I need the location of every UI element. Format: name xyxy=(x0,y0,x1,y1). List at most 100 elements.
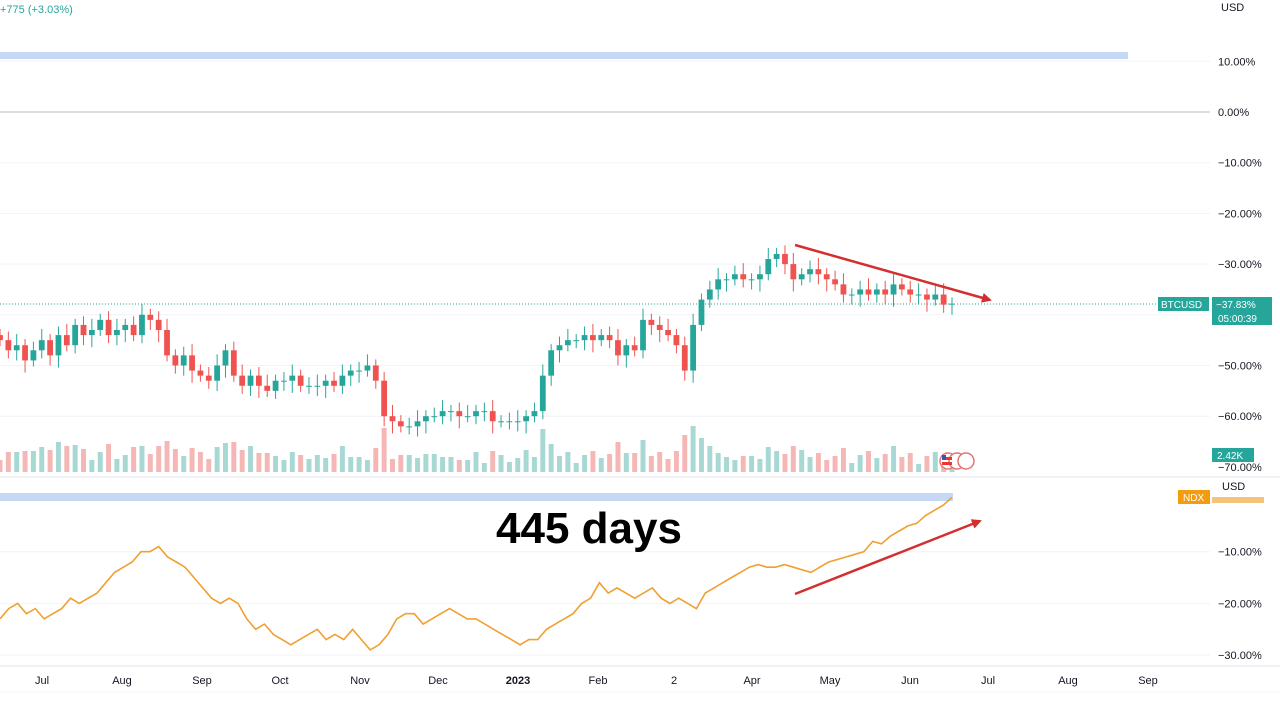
volume-bar xyxy=(197,452,203,472)
candle-body xyxy=(539,375,546,412)
x-tick-label: 2 xyxy=(671,675,677,687)
candle-body xyxy=(122,324,129,331)
volume-bar xyxy=(707,446,713,472)
candle-body xyxy=(314,385,321,387)
candle-body xyxy=(573,340,580,342)
candle-body xyxy=(757,274,763,280)
x-tick-label: May xyxy=(820,675,841,687)
volume-bar xyxy=(490,451,496,472)
candle-body xyxy=(782,253,788,265)
candle-body xyxy=(706,289,713,300)
price-change-text: +775 (+3.03%) xyxy=(0,4,73,16)
candle-body xyxy=(239,375,246,386)
volume-bar xyxy=(481,463,487,472)
volume-bar xyxy=(131,447,137,472)
volume-bar xyxy=(824,460,830,472)
volume-bar xyxy=(381,428,387,472)
events-flag-icon[interactable] xyxy=(939,452,975,470)
candle-body xyxy=(356,370,362,372)
x-tick-label: Oct xyxy=(271,675,288,687)
volume-bar xyxy=(281,460,287,472)
x-tick-label: Jul xyxy=(981,675,995,687)
candle-body xyxy=(306,385,312,387)
candle-body xyxy=(456,411,463,417)
volume-bar xyxy=(440,457,446,472)
volume-bar xyxy=(273,456,279,472)
candle-body xyxy=(581,335,588,341)
unit-label-bottom: USD xyxy=(1222,481,1245,493)
volume-bar xyxy=(882,454,888,472)
volume-bar xyxy=(106,444,112,472)
volume-bar xyxy=(523,450,529,472)
volume-bar xyxy=(122,455,128,472)
volume-bar xyxy=(64,446,70,472)
candle-body xyxy=(915,294,922,296)
volume-bar xyxy=(390,459,395,472)
candle-body xyxy=(97,319,104,331)
days-annotation: 445 days xyxy=(496,504,682,553)
candle-body xyxy=(364,365,371,371)
candle-body xyxy=(272,380,279,391)
candle-body xyxy=(840,284,847,295)
candle-body xyxy=(422,416,429,422)
volume-bar xyxy=(849,463,855,472)
candle-body xyxy=(848,294,855,296)
volume-bar xyxy=(298,455,304,472)
volume-bar xyxy=(548,444,554,472)
y-tick-label: −20.00% xyxy=(1218,598,1262,610)
volume-bar xyxy=(891,446,897,472)
y-tick-label: −20.00% xyxy=(1218,208,1262,220)
ndx-symbol-badge xyxy=(1178,490,1210,504)
volume-bar xyxy=(673,451,679,472)
x-tick-label: Aug xyxy=(1058,675,1078,687)
volume-bar xyxy=(72,445,78,472)
unit-label-top: USD xyxy=(1221,2,1244,14)
volume-badge xyxy=(1212,448,1254,462)
ndx-line xyxy=(0,496,953,651)
candle-body xyxy=(5,340,12,351)
volume-bar xyxy=(640,440,646,472)
candle-body xyxy=(130,324,137,336)
candle-body xyxy=(715,279,722,290)
candle-body xyxy=(514,421,521,423)
volume-bar xyxy=(314,455,320,472)
candle-body xyxy=(164,330,170,356)
volume-bar xyxy=(456,460,462,472)
candle-body xyxy=(615,340,621,356)
volume-bar xyxy=(97,452,103,472)
volume-bar xyxy=(724,457,730,472)
candle-body xyxy=(205,375,212,381)
x-tick-label: Apr xyxy=(743,675,760,687)
price-scale-bottom[interactable]: −10.00% −20.00% −30.00% xyxy=(1218,547,1262,662)
candle-body xyxy=(105,319,112,336)
volume-bar xyxy=(356,457,362,472)
candle-body xyxy=(598,335,605,341)
candle-body xyxy=(798,274,805,280)
volume-bar xyxy=(323,458,329,472)
volume-bar xyxy=(364,460,370,472)
y-tick-label: −10.00% xyxy=(1218,158,1262,170)
volume-bar xyxy=(573,463,579,472)
candle-body xyxy=(55,335,62,356)
time-axis[interactable]: Jul Aug Sep Oct Nov Dec 2023 Feb 2 Apr May Jun Jul Au… xyxy=(35,675,1158,687)
volume-bar xyxy=(248,446,254,472)
y-tick-label: −70.00% xyxy=(1218,462,1262,474)
candle-body xyxy=(698,299,705,325)
candle-body xyxy=(857,289,864,295)
candle-body xyxy=(640,319,646,351)
x-tick-label: Dec xyxy=(428,675,448,687)
candle-body xyxy=(389,416,396,422)
candle-body xyxy=(506,421,513,423)
volume-bar xyxy=(682,435,688,472)
volume-bar xyxy=(749,456,755,472)
volume-bar xyxy=(899,457,905,472)
candle-body xyxy=(556,345,563,351)
candle-body xyxy=(873,289,880,295)
x-tick-label: Feb xyxy=(589,675,608,687)
volume-bar xyxy=(81,449,86,472)
candle-body xyxy=(414,421,421,427)
volume-bar xyxy=(306,459,312,472)
candle-body xyxy=(406,426,413,428)
volume-bar xyxy=(339,446,345,472)
volume-bar xyxy=(14,452,20,472)
